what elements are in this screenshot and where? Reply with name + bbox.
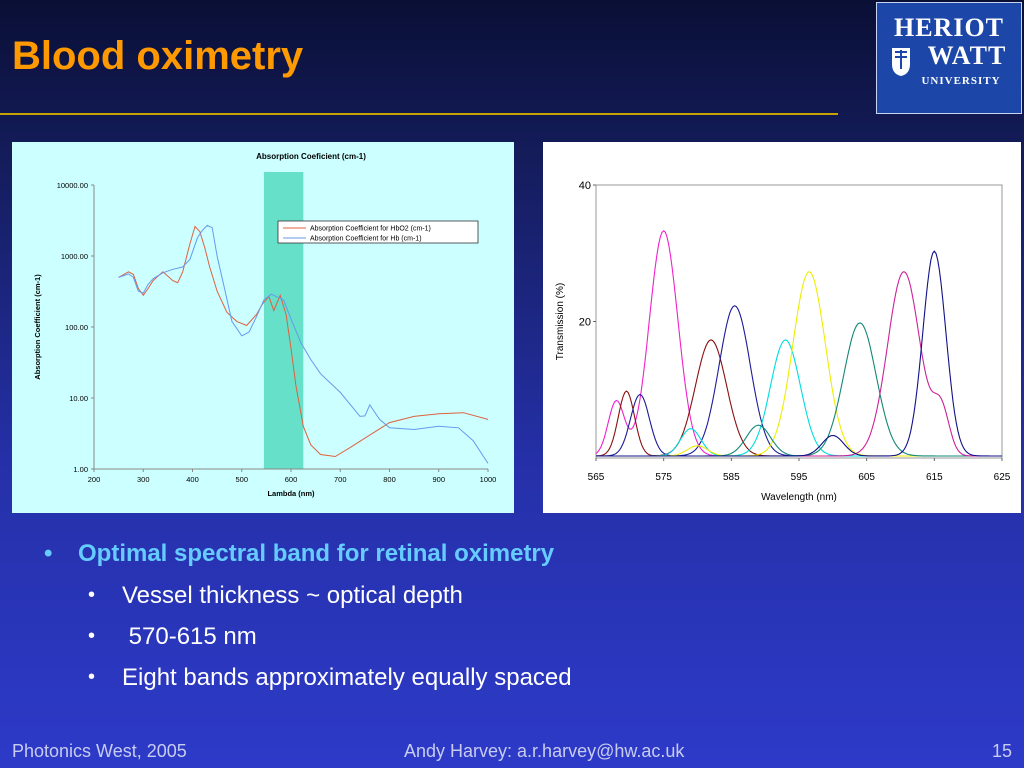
chart-title: Absorption Coeficient (cm-1) — [256, 152, 366, 161]
crest-icon — [892, 48, 910, 76]
footer-page-number: 15 — [991, 741, 1012, 761]
y-axis-label: Transmission (%) — [555, 283, 566, 360]
title-divider — [0, 113, 838, 115]
x-tick-label: 595 — [791, 472, 808, 483]
bullet-dot: • — [88, 584, 96, 606]
bullet-dot: • — [88, 666, 96, 688]
plot-frame — [595, 184, 1003, 459]
x-tick-label: 585 — [723, 472, 740, 483]
x-tick-label: 700 — [334, 475, 347, 484]
transmission-chart: 20 40 565 575 585 595 605 615 625 Wavelength (nm)… — [543, 142, 1021, 513]
series-line-2 — [118, 224, 489, 464]
x-tick-label: 400 — [186, 475, 199, 484]
y-tick-label: 20 — [579, 317, 591, 329]
x-tick-label: 575 — [655, 472, 672, 483]
band-curve-5 — [596, 271, 1002, 457]
footer-author: Andy Harvey: a.r.harvey@hw.ac.uk — [404, 741, 685, 761]
university-logo: HERIOT WATT UNIVERSITY — [876, 2, 1022, 114]
absorption-chart: Absorption Coeficient (cm-1) 1.00 10.00 100… — [12, 142, 514, 513]
highlight-band — [263, 172, 304, 469]
x-tick-label: 1000 — [480, 475, 497, 484]
y-tick-label: 100.00 — [65, 323, 88, 332]
x-tick-label: 600 — [285, 475, 298, 484]
x-tick-label: 800 — [383, 475, 396, 484]
band-curve-7 — [596, 271, 1002, 457]
y-tick-label: 10000.00 — [57, 181, 88, 190]
bullet-sub-1-text: Vessel thickness ~ optical depth — [122, 582, 463, 609]
x-axis-label: Wavelength (nm) — [761, 492, 837, 503]
x-tick-label: 300 — [137, 475, 150, 484]
x-tick-label: 900 — [432, 475, 445, 484]
logo-line-1: HERIOT — [893, 13, 1005, 42]
y-tick-label: 1.00 — [73, 465, 88, 474]
x-axis-label: Lambda (nm) — [267, 489, 315, 498]
y-tick-label: 40 — [579, 180, 591, 192]
bullet-sub-3-text: Eight bands approximately equally spaced — [122, 664, 572, 691]
y-axis-label: Absorption Coefficient (cm-1) — [33, 274, 42, 380]
series-line-1 — [118, 225, 489, 458]
bullet-main-text: Optimal spectral band for retinal oximet… — [78, 540, 555, 567]
slide-title: Blood oximetry — [12, 34, 304, 78]
x-tick-label: 500 — [235, 475, 248, 484]
legend-box — [277, 220, 479, 244]
bullet-dot: • — [88, 625, 96, 647]
legend-entry: Absorption Coefficient for Hb (cm-1) — [310, 236, 422, 243]
x-tick-label: 565 — [588, 472, 605, 483]
x-tick-label: 200 — [88, 475, 101, 484]
x-tick-label: 615 — [926, 472, 943, 483]
band-curve-6 — [596, 322, 1002, 457]
bullet-dot: • — [44, 540, 53, 567]
band-curve-8 — [596, 250, 1002, 457]
band-curve-1 — [595, 229, 1002, 457]
bullet-sub-2-text: 570-615 nm — [122, 623, 257, 650]
transmission-chart-svg: 20 40 565 575 585 595 605 615 625 Wavelength (nm)… — [555, 180, 1011, 503]
absorption-chart-svg: Absorption Coeficient (cm-1) 1.00 10.00 100… — [33, 152, 497, 498]
x-tick-label: 605 — [858, 472, 875, 483]
footer-conference: Photonics West, 2005 — [12, 741, 187, 761]
logo-line-2: WATT — [927, 41, 1007, 70]
y-tick-label: 10.00 — [69, 394, 88, 403]
logo-line-3: UNIVERSITY — [921, 75, 1001, 87]
y-tick-label: 1000.00 — [61, 252, 88, 261]
x-tick-label: 625 — [994, 472, 1011, 483]
legend-entry: Absorption Coefficient for HbO2 (cm-1) — [310, 226, 431, 233]
